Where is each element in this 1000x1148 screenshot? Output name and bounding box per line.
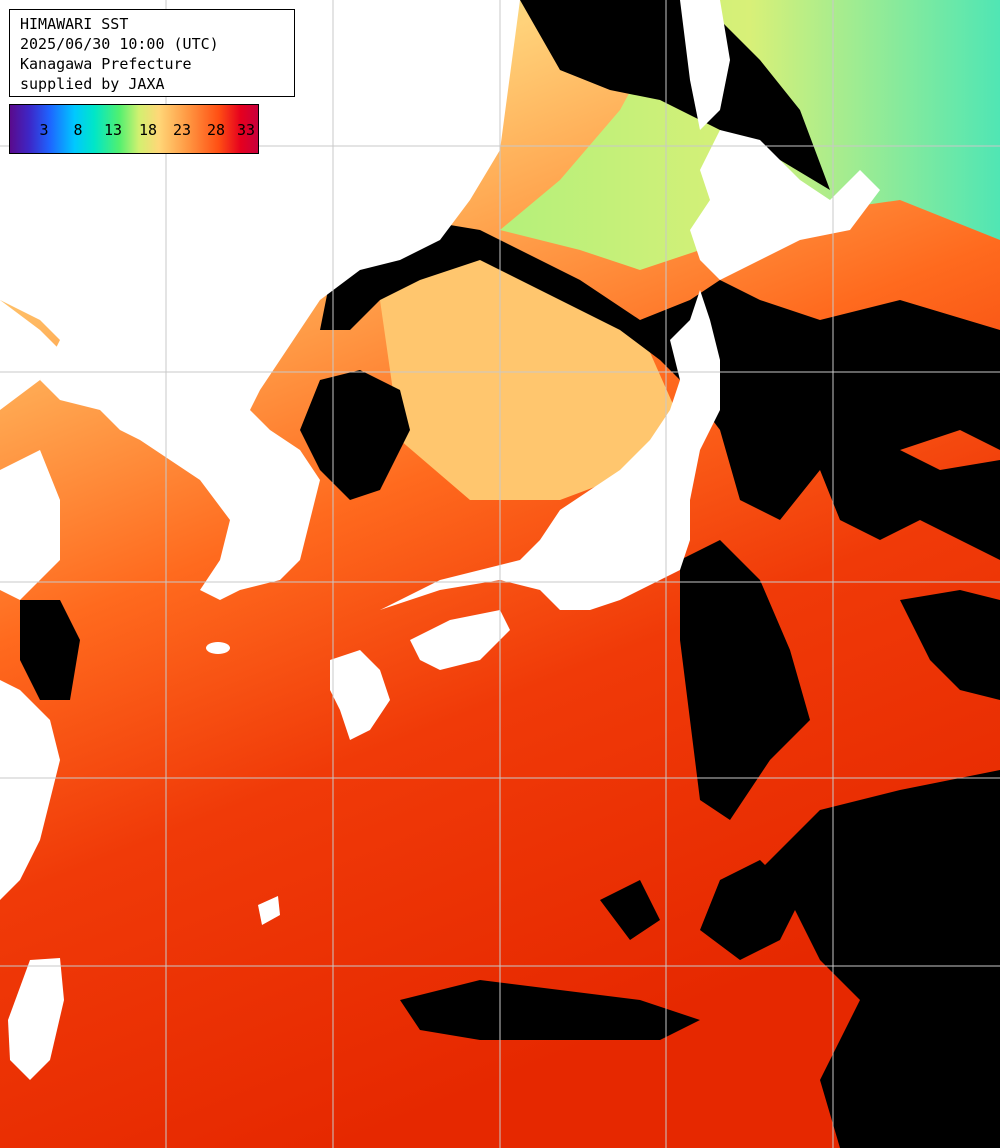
lat-label-lower: N: [30, 760, 39, 774]
lat-label-upper: N: [30, 352, 39, 366]
colorbar-tick: 23: [172, 121, 192, 139]
colorbar-tick: 13: [103, 121, 123, 139]
temperature-colorbar: 3 8 13 18 23 28 33: [9, 104, 259, 154]
cloud-cover: [20, 0, 1000, 1148]
colorbar-tick: 8: [73, 121, 83, 139]
colorbar-tick: 18: [138, 121, 158, 139]
title-line-2: 2025/06/30 10:00 (UTC): [20, 35, 219, 53]
title-line-3: Kanagawa Prefecture: [20, 55, 192, 73]
colorbar-tick: 28: [206, 121, 226, 139]
colorbar-tick: 3: [39, 121, 49, 139]
title-line-1: HIMAWARI SST: [20, 15, 129, 33]
title-line-4: supplied by JAXA: [20, 75, 165, 93]
title-box: HIMAWARI SST 2025/06/30 10:00 (UTC) Kana…: [9, 9, 295, 97]
colorbar-tick: 33: [236, 121, 256, 139]
